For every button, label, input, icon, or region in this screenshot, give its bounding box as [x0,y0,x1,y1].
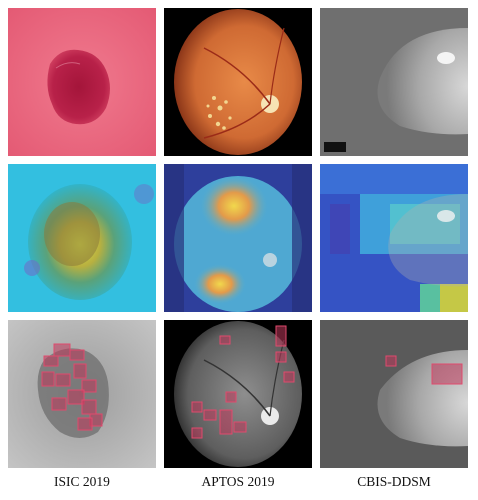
isic-original-image [8,8,156,156]
aptos-original-image [164,8,312,156]
cbis-original-image [320,8,468,156]
isic-attention-heatmap [8,164,156,312]
isic-bounding-box-overlay [8,320,156,468]
cbis-bounding-box-overlay [320,320,468,468]
aptos-attention-heatmap [164,164,312,312]
aptos-bounding-box-overlay [164,320,312,468]
caption-aptos: APTOS 2019 [201,474,275,489]
caption-cbis: CBIS-DDSM [357,474,431,489]
cbis-attention-heatmap [320,164,468,312]
caption-isic: ISIC 2019 [54,474,110,489]
